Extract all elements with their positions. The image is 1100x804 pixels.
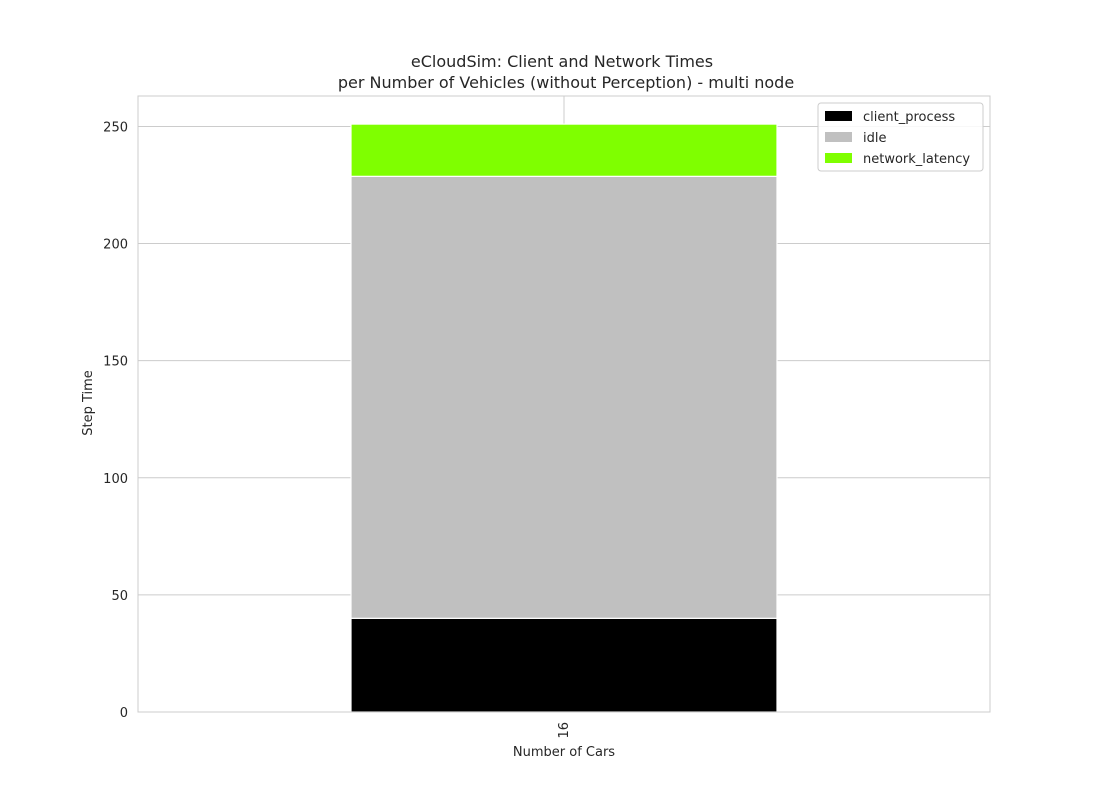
chart-title: eCloudSim: Client and Network Times — [411, 52, 713, 71]
legend-swatch — [825, 132, 852, 142]
chart-subtitle: per Number of Vehicles (without Percepti… — [338, 73, 794, 92]
y-tick-label: 100 — [103, 472, 128, 487]
legend-label: idle — [863, 131, 886, 146]
x-axis-label: Number of Cars — [513, 745, 615, 760]
plot-frame — [137, 95, 991, 713]
legend-swatch — [825, 153, 852, 163]
y-tick-label: 150 — [103, 355, 128, 370]
legend-label: network_latency — [863, 152, 970, 167]
bar-segment-network-latency — [350, 123, 778, 177]
bars-layer — [350, 123, 778, 713]
y-tick-label: 200 — [103, 238, 128, 253]
y-axis-label: Step Time — [81, 370, 96, 436]
x-tick-label: 16 — [557, 722, 572, 739]
y-tick-label: 250 — [103, 120, 128, 135]
ticks-layer: 0 50 100 150 200 250 16 — [103, 120, 572, 738]
y-tick-label: 50 — [111, 589, 128, 604]
y-tick-label: 0 — [120, 706, 128, 721]
legend-swatch — [825, 111, 852, 121]
legend-box — [817, 102, 984, 172]
bar-segment-client-process — [350, 617, 778, 713]
legend-label: client_process — [863, 110, 955, 125]
bar-segment-idle — [350, 175, 778, 619]
